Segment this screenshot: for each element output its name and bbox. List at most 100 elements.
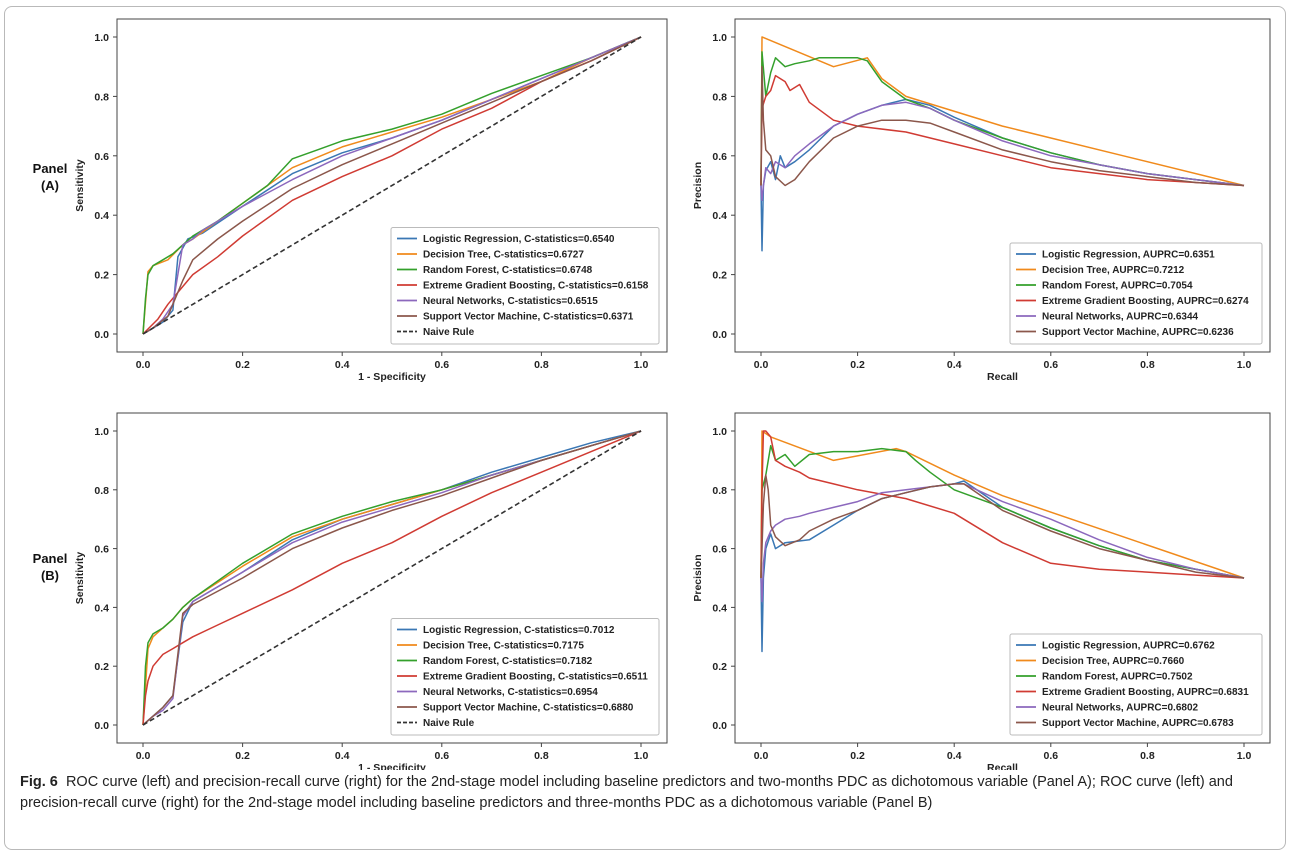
- legend: Logistic Regression, C-statistics=0.6540…: [390, 227, 660, 345]
- legend-entry: Decision Tree, AUPRC=0.7212: [1042, 265, 1185, 276]
- y-tick-label: 0.2: [94, 270, 109, 282]
- series-line: [760, 74, 1245, 187]
- x-tick-label: 0.6: [1043, 750, 1058, 762]
- series-line: [760, 36, 1245, 187]
- x-tick-label: 0.6: [1043, 359, 1058, 371]
- y-tick-label: 0.2: [94, 661, 109, 673]
- x-tick-label: 0.0: [754, 359, 769, 371]
- legend-entry: Neural Networks, AUPRC=0.6344: [1042, 312, 1199, 323]
- chart-roc-a: 0.0 0.2 0.4 0.6 0.8 1.0 0.0 0.2 0.4 0.6 0.8 1.0 1 - …: [74, 18, 668, 383]
- x-axis-label: Recall: [987, 371, 1018, 383]
- legend-entry: Logistic Regression, AUPRC=0.6351: [1042, 250, 1215, 261]
- y-axis-label: Precision: [692, 554, 704, 601]
- series-line: [142, 430, 642, 726]
- x-tick-label: 1.0: [634, 750, 649, 762]
- series-line: [142, 36, 642, 335]
- series-line: [142, 36, 642, 335]
- y-tick-label: 1.0: [712, 32, 727, 44]
- x-tick-label: 0.4: [335, 359, 350, 371]
- legend-entry: Decision Tree, C-statistics=0.6727: [423, 250, 584, 261]
- panel-label-b-line1: Panel: [32, 551, 68, 566]
- y-tick-label: 0.8: [94, 91, 109, 103]
- y-tick-label: 1.0: [94, 426, 109, 438]
- charts-canvas: 0.0 0.2 0.4 0.6 0.8 1.0 0.0 0.2 0.4 0.6 0.8 1.0 1 - …: [74, 18, 1271, 770]
- legend-entry: Logistic Regression, C-statistics=0.7012: [423, 625, 615, 636]
- y-tick-label: 1.0: [94, 32, 109, 44]
- x-tick-label: 0.8: [534, 750, 549, 762]
- legend-entry: Support Vector Machine, AUPRC=0.6236: [1042, 327, 1234, 338]
- legend-entry: Naive Rule: [423, 327, 475, 338]
- legend-entry: Naive Rule: [423, 718, 475, 729]
- panel-label-a-line1: Panel: [32, 161, 68, 176]
- y-axis-label: Sensitivity: [74, 552, 86, 605]
- panel-label-b-line2: (B): [40, 568, 60, 583]
- legend-entry: Random Forest, C-statistics=0.7182: [423, 656, 593, 667]
- series-line: [760, 430, 1245, 579]
- x-tick-label: 0.2: [235, 750, 250, 762]
- series-line: [142, 36, 642, 335]
- legend-entry: Support Vector Machine, C-statistics=0.6…: [423, 312, 634, 323]
- series-line: [760, 474, 1245, 579]
- y-tick-label: 0.0: [94, 720, 109, 732]
- x-axis-label: 1 - Specificity: [358, 371, 426, 383]
- series-line: [760, 483, 1245, 603]
- legend-entry: Support Vector Machine, AUPRC=0.6783: [1042, 718, 1234, 729]
- plot-frame: [734, 412, 1271, 744]
- chart-pr-a: 0.0 0.2 0.4 0.6 0.8 1.0 0.0 0.2 0.4 0.6 0.8 1.0 Reca…: [692, 18, 1271, 383]
- x-tick-label: 1.0: [634, 359, 649, 371]
- legend-entry: Logistic Regression, C-statistics=0.6540: [423, 234, 615, 245]
- x-tick-label: 0.8: [1140, 359, 1155, 371]
- series-line: [142, 430, 642, 726]
- legend-entry: Random Forest, AUPRC=0.7054: [1042, 281, 1193, 292]
- y-tick-label: 0.4: [94, 210, 109, 222]
- x-tick-label: 0.8: [534, 359, 549, 371]
- figure-frame: [4, 6, 1286, 850]
- legend: Logistic Regression, AUPRC=0.6351 Decisio…: [1009, 242, 1263, 345]
- legend-entry: Neural Networks, AUPRC=0.6802: [1042, 703, 1199, 714]
- series-line: [760, 101, 1245, 202]
- legend-entry: Extreme Gradient Boosting, C-statistics=…: [423, 672, 648, 683]
- y-tick-label: 0.4: [94, 602, 109, 614]
- y-tick-label: 0.6: [712, 151, 727, 163]
- legend-entry: Neural Networks, C-statistics=0.6954: [423, 687, 598, 698]
- plot-frame: [116, 412, 668, 744]
- y-tick-label: 0.4: [712, 602, 727, 614]
- panel-label-a-line2: (A): [40, 178, 60, 193]
- plot-frame: [116, 18, 668, 353]
- y-tick-label: 0.2: [712, 661, 727, 673]
- legend: Logistic Regression, C-statistics=0.7012…: [390, 618, 660, 736]
- caption-label: Fig. 6: [20, 774, 58, 790]
- series-line: [142, 36, 642, 335]
- y-tick-label: 0.6: [712, 544, 727, 556]
- y-tick-label: 0.6: [94, 544, 109, 556]
- series-line: [760, 98, 1245, 252]
- legend-entry: Decision Tree, AUPRC=0.7660: [1042, 656, 1185, 667]
- legend-entry: Logistic Regression, AUPRC=0.6762: [1042, 641, 1215, 652]
- legend-entry: Support Vector Machine, C-statistics=0.6…: [423, 703, 634, 714]
- y-tick-label: 0.8: [712, 485, 727, 497]
- y-tick-label: 0.8: [712, 91, 727, 103]
- legend: Logistic Regression, AUPRC=0.6762 Decisio…: [1009, 633, 1263, 736]
- series-line: [142, 36, 642, 335]
- legend-entry: Extreme Gradient Boosting, AUPRC=0.6831: [1042, 687, 1249, 698]
- legend-box: [390, 618, 660, 736]
- x-tick-label: 0.6: [434, 359, 449, 371]
- y-tick-label: 0.0: [94, 329, 109, 341]
- x-tick-label: 0.2: [850, 359, 865, 371]
- legend-entry: Extreme Gradient Boosting, C-statistics=…: [423, 281, 649, 292]
- chart-pr-b: 0.0 0.2 0.4 0.6 0.8 1.0 0.0 0.2 0.4 0.6 0.8 1.0 Reca…: [692, 412, 1271, 770]
- series-line: [760, 444, 1245, 579]
- caption-text: ROC curve (left) and precision-recall cu…: [20, 774, 1233, 811]
- legend-box: [1009, 242, 1263, 345]
- series-line: [760, 430, 1245, 579]
- y-tick-label: 0.2: [712, 270, 727, 282]
- x-axis-label: Recall: [987, 762, 1018, 770]
- x-tick-label: 0.0: [754, 750, 769, 762]
- figure-caption: Fig. 6 ROC curve (left) and precision-re…: [20, 772, 1270, 814]
- chart-roc-b: 0.0 0.2 0.4 0.6 0.8 1.0 0.0 0.2 0.4 0.6 0.8 1.0 1 - …: [74, 412, 668, 770]
- legend-entry: Neural Networks, C-statistics=0.6515: [423, 296, 598, 307]
- series-line: [760, 65, 1245, 187]
- x-tick-label: 0.2: [235, 359, 250, 371]
- series-line: [142, 36, 642, 335]
- x-tick-label: 0.2: [850, 750, 865, 762]
